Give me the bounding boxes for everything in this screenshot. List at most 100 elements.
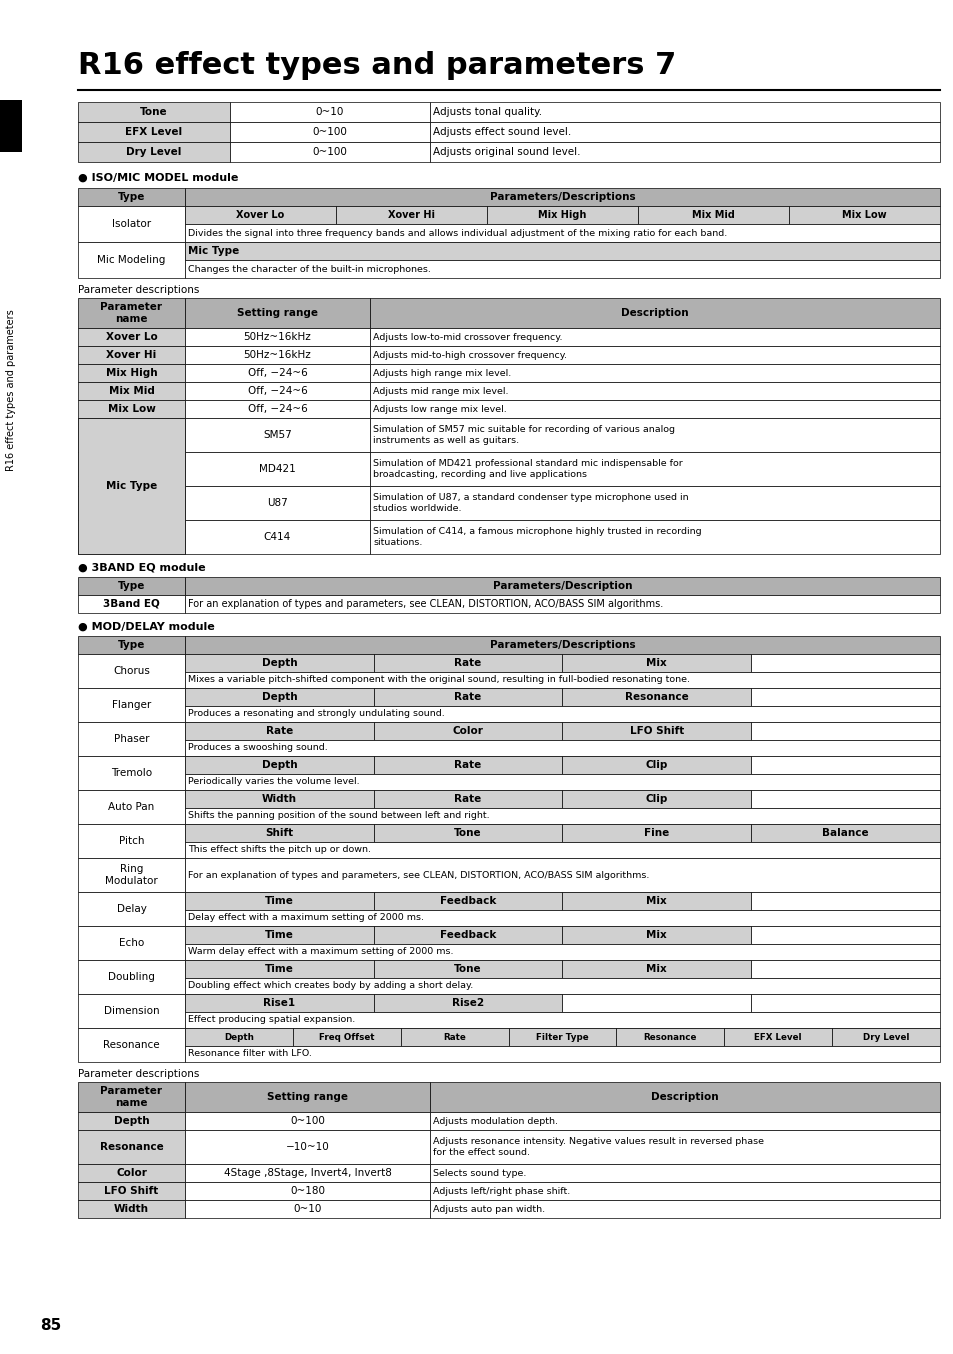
Bar <box>78 577 185 594</box>
Text: Echo: Echo <box>119 938 144 948</box>
Bar <box>562 722 750 741</box>
Bar <box>374 654 562 672</box>
Bar <box>230 102 430 122</box>
Bar <box>430 142 939 162</box>
Bar <box>750 926 939 944</box>
Text: Rate: Rate <box>454 793 481 804</box>
Text: Produces a resonating and strongly undulating sound.: Produces a resonating and strongly undul… <box>188 709 444 719</box>
Text: Resonance filter with LFO.: Resonance filter with LFO. <box>188 1049 312 1059</box>
Bar <box>370 347 939 364</box>
Bar <box>185 594 939 613</box>
Bar <box>430 1131 939 1164</box>
Bar <box>430 1112 939 1131</box>
Text: Divides the signal into three frequency bands and allows individual adjustment o: Divides the signal into three frequency … <box>188 229 726 237</box>
Text: Mix High: Mix High <box>106 368 157 378</box>
Bar <box>78 347 185 364</box>
Bar <box>185 636 939 654</box>
Text: 4Stage ,8Stage, Invert4, Invert8: 4Stage ,8Stage, Invert4, Invert8 <box>223 1169 391 1178</box>
Bar <box>750 994 939 1011</box>
Bar <box>370 328 939 347</box>
Text: Tone: Tone <box>140 107 168 116</box>
Bar <box>370 418 939 452</box>
Bar <box>185 1164 430 1182</box>
Bar <box>0 100 22 152</box>
Text: Rate: Rate <box>454 760 481 770</box>
Bar <box>78 242 185 278</box>
Text: Description: Description <box>651 1091 718 1102</box>
Bar <box>562 892 750 910</box>
Bar <box>508 1028 616 1047</box>
Bar <box>562 825 750 842</box>
Text: Mix Mid: Mix Mid <box>691 210 734 219</box>
Bar <box>78 328 185 347</box>
Text: ● 3BAND EQ module: ● 3BAND EQ module <box>78 563 206 573</box>
Bar <box>185 774 939 789</box>
Text: Isolator: Isolator <box>112 219 151 229</box>
Bar <box>78 1131 185 1164</box>
Text: Parameters/Descriptions: Parameters/Descriptions <box>489 192 635 202</box>
Bar <box>374 960 562 978</box>
Bar <box>185 452 370 486</box>
Bar <box>185 672 939 688</box>
Text: Clip: Clip <box>645 760 667 770</box>
Bar <box>185 1028 293 1047</box>
Bar <box>430 102 939 122</box>
Text: Parameters/Description: Parameters/Description <box>493 581 632 590</box>
Bar <box>185 1011 939 1028</box>
Bar <box>78 1082 185 1112</box>
Bar <box>370 399 939 418</box>
Bar <box>185 188 939 206</box>
Text: Changes the character of the built-in microphones.: Changes the character of the built-in mi… <box>188 264 431 274</box>
Bar <box>185 842 939 858</box>
Bar <box>185 944 939 960</box>
Text: 0~10: 0~10 <box>293 1204 321 1215</box>
Bar <box>562 654 750 672</box>
Text: This effect shifts the pitch up or down.: This effect shifts the pitch up or down. <box>188 845 371 854</box>
Bar <box>750 756 939 774</box>
Text: Mix: Mix <box>646 658 666 668</box>
Text: ● MOD/DELAY module: ● MOD/DELAY module <box>78 621 214 632</box>
Bar <box>78 122 230 142</box>
Bar <box>185 756 374 774</box>
Text: Simulation of U87, a standard condenser type microphone used in
studios worldwid: Simulation of U87, a standard condenser … <box>373 493 688 513</box>
Text: Simulation of C414, a famous microphone highly trusted in recording
situations.: Simulation of C414, a famous microphone … <box>373 527 700 547</box>
Text: Delay effect with a maximum setting of 2000 ms.: Delay effect with a maximum setting of 2… <box>188 914 423 922</box>
Bar <box>374 688 562 705</box>
Text: Type: Type <box>117 581 145 590</box>
Text: Ring
Modulator: Ring Modulator <box>105 864 157 887</box>
Bar <box>185 1047 939 1062</box>
Text: SM57: SM57 <box>263 431 292 440</box>
Bar <box>370 298 939 328</box>
Text: Pitch: Pitch <box>118 835 144 846</box>
Bar <box>78 756 185 789</box>
Text: Dimension: Dimension <box>104 1006 159 1016</box>
Bar <box>185 382 370 399</box>
Bar <box>185 399 370 418</box>
Text: Setting range: Setting range <box>267 1091 348 1102</box>
Text: Rise1: Rise1 <box>263 998 295 1007</box>
Text: Parameter descriptions: Parameter descriptions <box>78 1070 199 1079</box>
Bar <box>185 1182 430 1200</box>
Text: Shift: Shift <box>265 829 294 838</box>
Bar <box>430 122 939 142</box>
Text: Parameter descriptions: Parameter descriptions <box>78 284 199 295</box>
Bar <box>78 1164 185 1182</box>
Text: U87: U87 <box>267 498 288 508</box>
Bar <box>185 688 374 705</box>
Text: Adjusts left/right phase shift.: Adjusts left/right phase shift. <box>433 1186 570 1196</box>
Text: Mixes a variable pitch-shifted component with the original sound, resulting in f: Mixes a variable pitch-shifted component… <box>188 676 689 685</box>
Bar <box>374 926 562 944</box>
Text: EFX Level: EFX Level <box>754 1033 801 1041</box>
Text: Color: Color <box>453 726 483 737</box>
Text: Tone: Tone <box>454 964 481 974</box>
Text: Rate: Rate <box>454 658 481 668</box>
Bar <box>562 756 750 774</box>
Bar <box>562 960 750 978</box>
Text: Type: Type <box>117 192 145 202</box>
Bar <box>185 994 374 1011</box>
Text: Mix Low: Mix Low <box>108 403 155 414</box>
Bar <box>185 858 939 892</box>
Bar <box>562 926 750 944</box>
Text: Rise2: Rise2 <box>452 998 484 1007</box>
Bar <box>185 486 370 520</box>
